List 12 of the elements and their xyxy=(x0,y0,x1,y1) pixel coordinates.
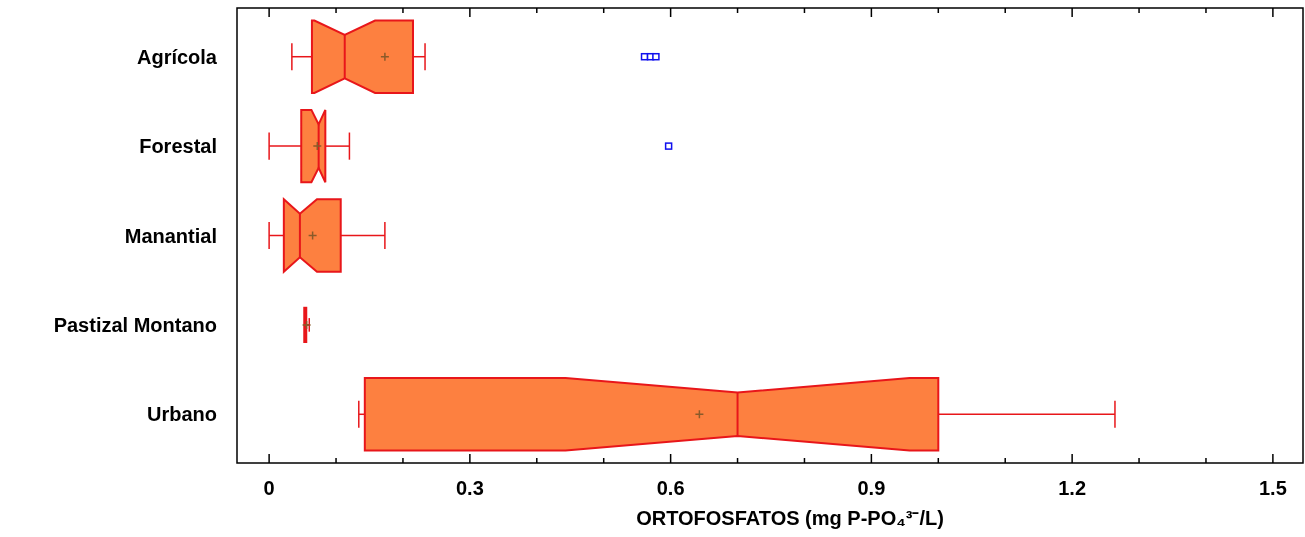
y-tick-label: Pastizal Montano xyxy=(53,313,217,336)
x-tick-label: 0.6 xyxy=(656,477,685,499)
y-tick-label: Forestal xyxy=(139,135,217,158)
x-tick-label: 1.2 xyxy=(1058,477,1087,499)
x-axis-title: ORTOFOSFATOS (mg P-PO₄³⁻/L) xyxy=(636,507,944,529)
y-tick-label: Urbano xyxy=(147,403,217,426)
x-tick-label: 0 xyxy=(263,477,275,499)
x-tick-label: 0.9 xyxy=(857,477,886,499)
y-tick-label: Manantial xyxy=(124,224,217,247)
x-tick-label: 1.5 xyxy=(1258,477,1287,499)
y-tick-label: Agrícola xyxy=(136,45,218,68)
x-tick-label: 0.3 xyxy=(455,477,484,499)
